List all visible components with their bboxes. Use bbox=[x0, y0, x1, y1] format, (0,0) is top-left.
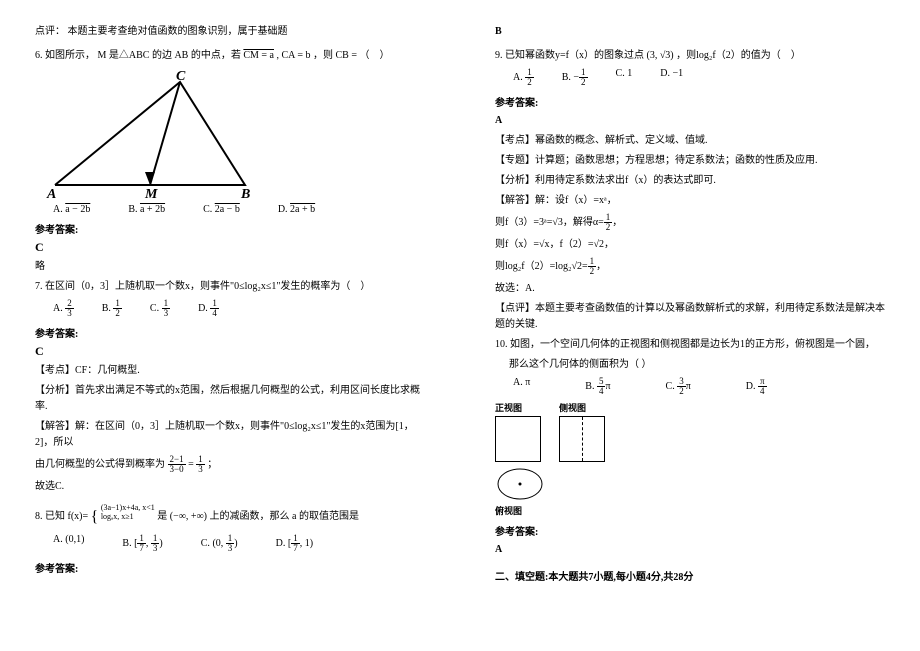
q6-optB: B. a + 2b bbox=[128, 204, 165, 215]
q7-guxuan: 故选C. bbox=[35, 479, 425, 495]
q7-options: A. 23 B. 12 C. 13 D. 14 bbox=[53, 299, 425, 319]
q9-optC: C. 1 bbox=[616, 68, 633, 88]
q9-stem: 9. 已知幂函数y=f（x）的图象过点 (3, √3) ，则log₂f（2）的值… bbox=[495, 48, 885, 64]
q9-kaodian: 【考点】幂函数的概念、解析式、定义域、值域. bbox=[495, 133, 885, 149]
q9-ans: A bbox=[495, 113, 885, 129]
q9-dianping: 【点评】本题主要考查函数值的计算以及幂函数解析式的求解，利用待定系数法是解决本题… bbox=[495, 301, 885, 333]
q10-ans-label: 参考答案: bbox=[495, 523, 885, 538]
q6-ans: C bbox=[35, 240, 425, 255]
q7-fenxi: 【分析】首先求出满足不等式的x范围，然后根据几何概型的公式，利用区间长度比求概率… bbox=[35, 383, 425, 415]
ceshi-box bbox=[559, 416, 605, 462]
q9-optD: D. −1 bbox=[660, 68, 683, 88]
q6-optD: D. 2a + b bbox=[278, 204, 315, 215]
q6-ans-label: 参考答案: bbox=[35, 221, 425, 236]
q6-options: A. a − 2b B. a + 2b C. 2a − b D. 2a + b bbox=[53, 204, 425, 215]
section2-heading: 二、填空题:本大题共7小题,每小题4分,共28分 bbox=[495, 568, 885, 583]
q10-stem2: 那么这个几何体的侧面积为（ ） bbox=[509, 357, 885, 373]
zhengshi-box bbox=[495, 416, 541, 462]
q7-ans-label: 参考答案: bbox=[35, 325, 425, 340]
q7-optD: D. 14 bbox=[198, 299, 219, 319]
q8-optD: D. [17, 1) bbox=[276, 534, 313, 554]
dianping-text: 点评： 本题主要考查绝对值函数的图象识别，属于基础题 bbox=[35, 24, 425, 40]
q6-optA: A. a − 2b bbox=[53, 204, 90, 215]
q8-options: A. (0,1) B. [17, 13) C. (0, 13) D. [17, … bbox=[53, 534, 425, 554]
q10-figure-bottom: 俯视图 bbox=[495, 466, 885, 517]
q9-optB: B. −12 bbox=[562, 68, 588, 88]
ceshi-label: 侧视图 bbox=[559, 401, 605, 414]
q8-ans-label: 参考答案: bbox=[35, 560, 425, 575]
q8-optA: A. (0,1) bbox=[53, 534, 84, 554]
q7-optC: C. 13 bbox=[150, 299, 170, 319]
q6-stem: 6. 如图所示， M 是△ABC 的边 AB 的中点，若 CM = a , CA… bbox=[35, 48, 425, 64]
q9-ze1: 则f（3）=3ᵃ=√3，解得α=12， bbox=[495, 213, 885, 233]
q9-options: A. 12 B. −12 C. 1 D. −1 bbox=[513, 68, 885, 88]
q6-stem-post: ，则 CB = （ ） bbox=[313, 50, 389, 61]
q10-ans: A bbox=[495, 542, 885, 558]
q8-ans: B bbox=[495, 24, 885, 40]
q6-optC: C. 2a − b bbox=[203, 204, 240, 215]
q10-optD: D. π4 bbox=[746, 377, 767, 397]
q10-optB: B. 54π bbox=[585, 377, 610, 397]
q6-ca: , CA = b bbox=[277, 50, 311, 61]
q7-kaodian: 【考点】CF：几何概型. bbox=[35, 363, 425, 379]
q8-optB: B. [17, 13) bbox=[122, 534, 162, 554]
q7-jieda: 【解答】解：在区间（0，3］上随机取一个数x，则事件"0≤log₂x≤1"发生的… bbox=[35, 419, 425, 451]
q9-optA: A. 12 bbox=[513, 68, 534, 88]
q10-optC: C. 32π bbox=[666, 377, 691, 397]
zhengshi-label: 正视图 bbox=[495, 401, 541, 414]
q7-optB: B. 12 bbox=[102, 299, 122, 319]
svg-text:B: B bbox=[240, 187, 250, 200]
q9-fenxi: 【分析】利用待定系数法求出f（x）的表达式即可. bbox=[495, 173, 885, 189]
q10-figure-top: 正视图 侧视图 bbox=[495, 401, 885, 462]
q10-options: A. π B. 54π C. 32π D. π4 bbox=[513, 377, 885, 397]
svg-text:C: C bbox=[176, 70, 186, 84]
fushi-label: 俯视图 bbox=[495, 504, 885, 517]
q8-optC: C. (0, 13) bbox=[201, 534, 238, 554]
q7-stem: 7. 在区间（0，3］上随机取一个数x，则事件"0≤log₂x≤1"发生的概率为… bbox=[35, 279, 425, 295]
q9-guxuan: 故选：A. bbox=[495, 281, 885, 297]
q9-jieda: 【解答】解：设f（x）=xᵃ， bbox=[495, 193, 885, 209]
q10-stem1: 10. 如图，一个空间几何体的正视图和侧视图都是边长为1的正方形，俯视图是一个圆… bbox=[495, 337, 885, 353]
svg-text:A: A bbox=[46, 187, 56, 200]
q7-optA: A. 23 bbox=[53, 299, 74, 319]
q6-lue: 略 bbox=[35, 259, 425, 275]
q9-zhuanti: 【专题】计算题；函数思想；方程思想；待定系数法；函数的性质及应用. bbox=[495, 153, 885, 169]
q9-ze3: 则log₂f（2）=log₂√2=12， bbox=[495, 257, 885, 277]
q6-stem-pre: 6. 如图所示， M 是△ABC 的边 AB 的中点，若 bbox=[35, 50, 243, 61]
q6-cm: CM = a bbox=[243, 50, 274, 61]
q8-stem: 8. 已知 f(x)= { (3a−1)x+4a, x<1 logₐx, x≥1… bbox=[35, 503, 425, 530]
q6-figure: A M B C bbox=[35, 70, 425, 200]
q7-calc: 由几何概型的公式得到概率为 2−13−0 = 13 ； bbox=[35, 455, 425, 475]
q9-ans-label: 参考答案: bbox=[495, 94, 885, 109]
q10-optA: A. π bbox=[513, 377, 530, 397]
svg-text:M: M bbox=[144, 187, 158, 200]
q9-ze2: 则f（x）=√x，f（2）=√2， bbox=[495, 237, 885, 253]
q7-ans: C bbox=[35, 344, 425, 359]
